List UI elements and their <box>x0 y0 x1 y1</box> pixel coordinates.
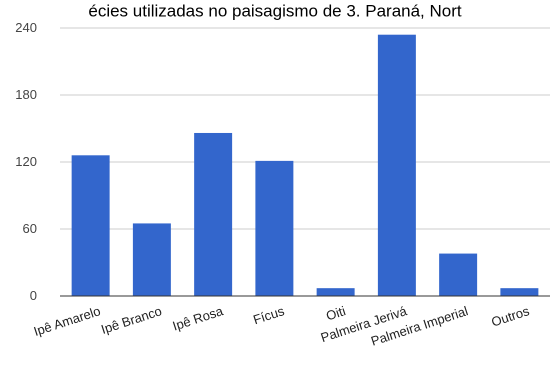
x-category-label: Outros <box>489 303 531 329</box>
x-category-label: Fícus <box>251 303 286 327</box>
y-tick-label: 60 <box>23 221 37 236</box>
y-tick-label: 180 <box>15 87 37 102</box>
x-category-label: Oiti <box>324 303 347 323</box>
gridlines <box>60 27 550 230</box>
bar <box>255 160 294 296</box>
x-category-label: Ipê Rosa <box>171 303 226 334</box>
x-category-label: Ipê Branco <box>99 303 163 337</box>
bar <box>132 223 171 296</box>
y-tick-label: 240 <box>15 20 37 35</box>
bar <box>439 253 478 296</box>
bar <box>71 155 110 296</box>
bars <box>71 34 539 296</box>
chart-title: écies utilizadas no paisagismo de 3. Par… <box>88 2 462 21</box>
bar <box>316 288 355 296</box>
bar <box>500 288 539 296</box>
y-tick-label: 0 <box>30 288 37 303</box>
y-axis-ticks: 0 60 120 180 240 <box>15 20 37 303</box>
y-tick-label: 120 <box>15 154 37 169</box>
x-category-label: Ipê Amarelo <box>32 303 103 339</box>
bar <box>194 132 233 296</box>
bar <box>377 34 416 296</box>
